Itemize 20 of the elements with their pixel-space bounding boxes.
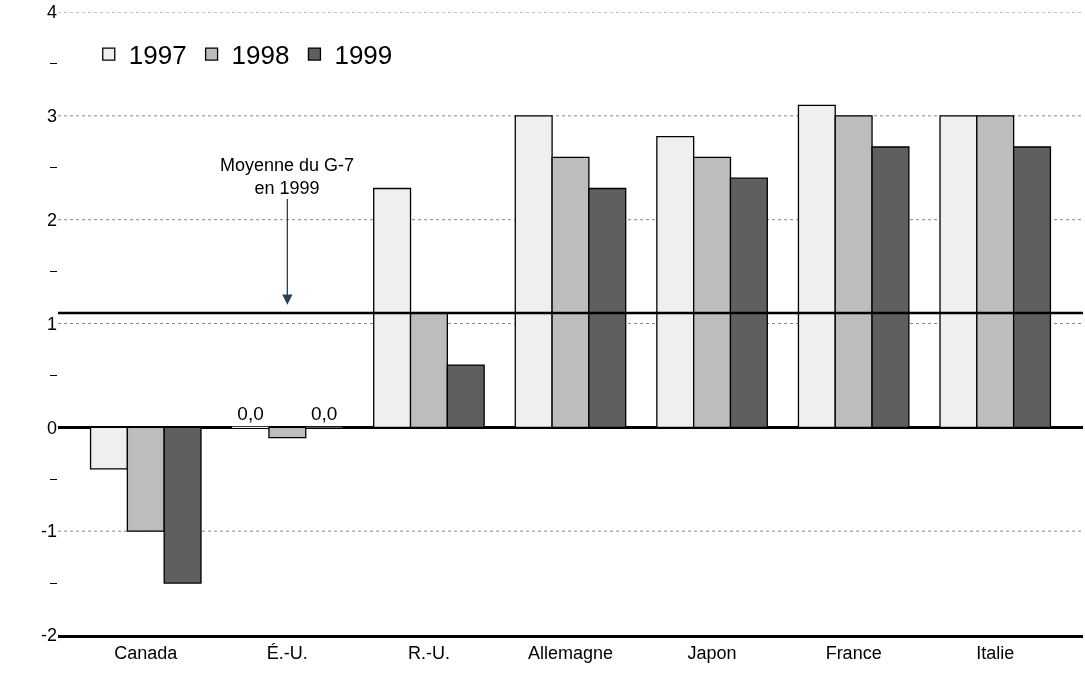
- ref-line-label: Moyenne du G-7 en 1999: [220, 155, 355, 199]
- x-tick-label: R.-U.: [407, 643, 450, 664]
- y-tick-label: 1: [46, 313, 57, 334]
- x-tick-label: Italie: [976, 643, 1015, 664]
- legend-label: 1999: [334, 40, 393, 71]
- x-tick-label: É.-U.: [266, 643, 308, 664]
- x-tick-label: Japon: [687, 643, 737, 664]
- x-tick-label: Canada: [114, 643, 179, 664]
- x-tick-label: France: [825, 643, 882, 664]
- y-tick-label: 2: [46, 209, 57, 230]
- y-tick-label: -1: [40, 521, 57, 542]
- legend-label: 1998: [231, 40, 290, 71]
- y-tick-label: 3: [46, 106, 57, 127]
- legend-label: 1997: [128, 40, 187, 71]
- x-tick-label: Allemagne: [527, 643, 614, 664]
- y-tick-label: 4: [46, 2, 57, 23]
- data-label: 0,0: [237, 403, 264, 425]
- data-label: 0,0: [310, 403, 338, 425]
- y-tick-label: 0: [46, 417, 57, 438]
- y-tick-label: -2: [40, 625, 57, 646]
